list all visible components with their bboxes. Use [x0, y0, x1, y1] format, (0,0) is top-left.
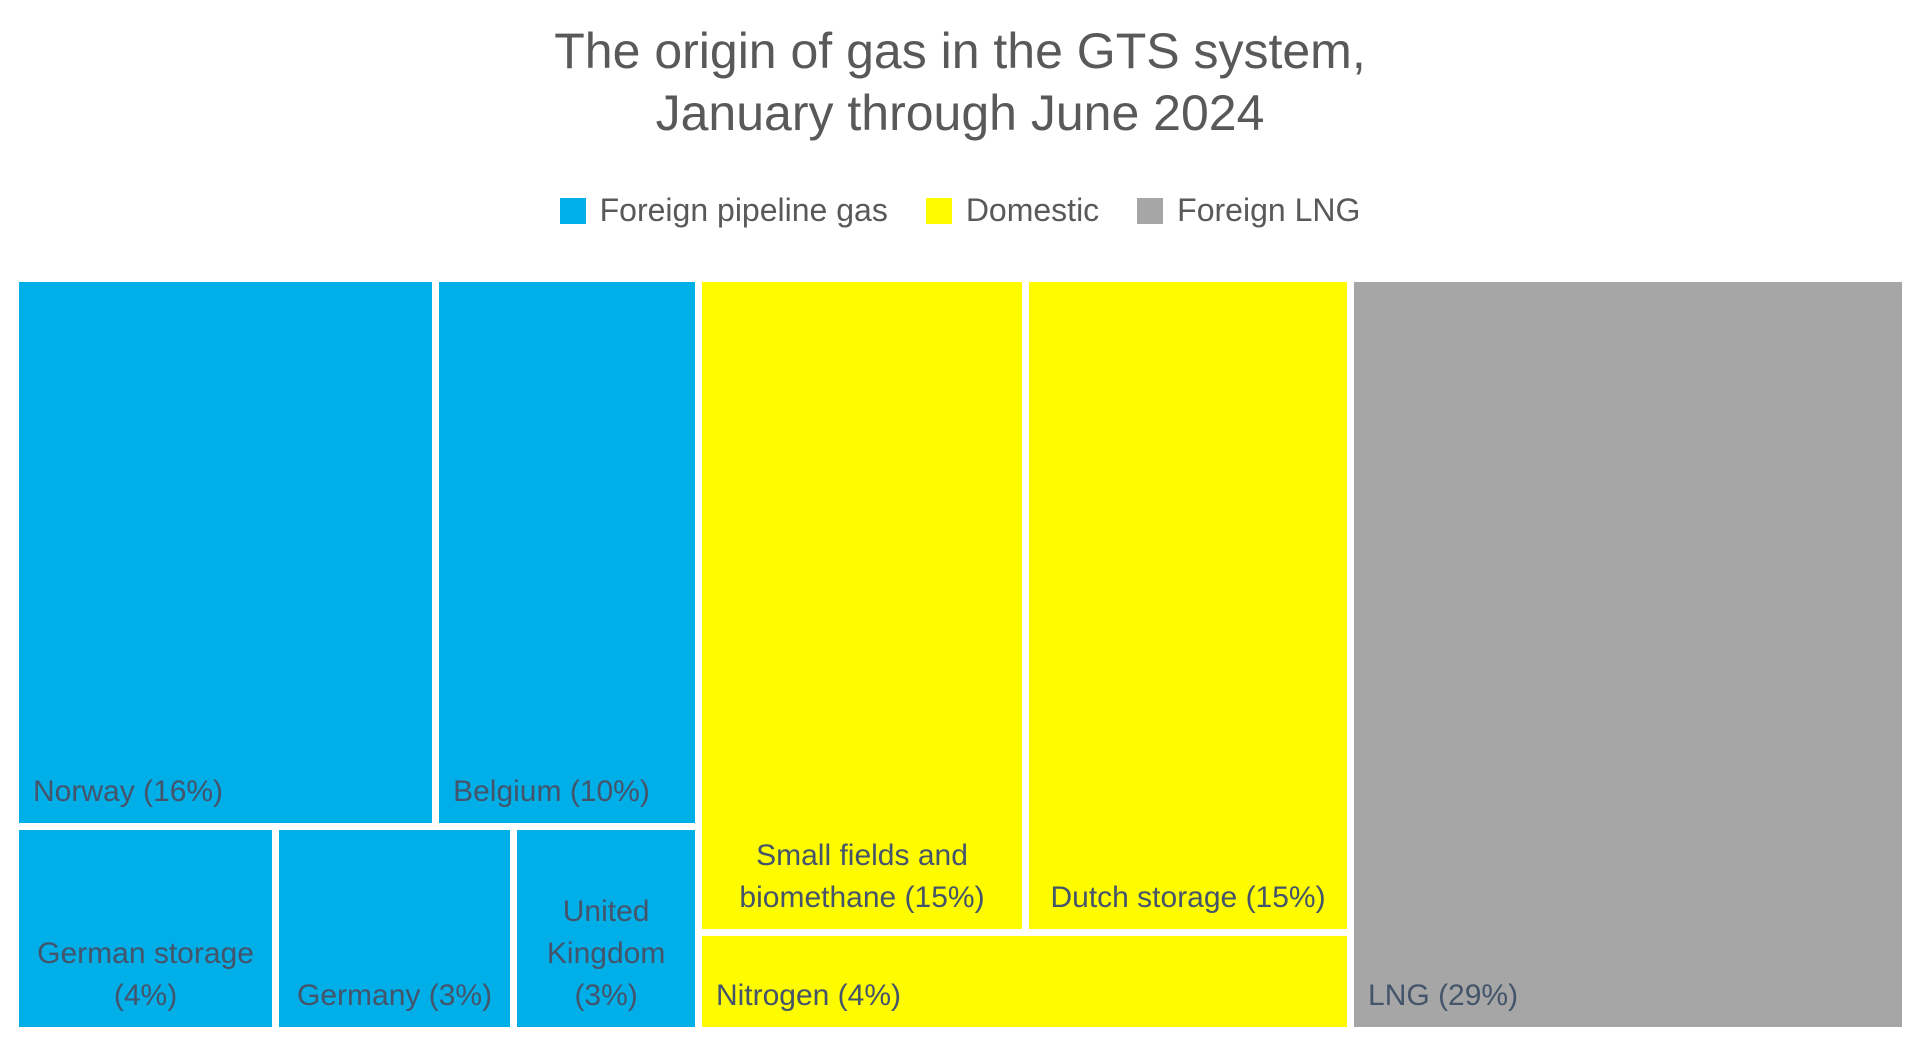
legend-swatch-icon — [559, 197, 586, 224]
chart-legend: Foreign pipeline gas Domestic Foreign LNG — [0, 192, 1920, 229]
tile-label: German storage — [37, 936, 254, 970]
tile-label: United — [562, 894, 650, 928]
legend-label: Domestic — [965, 192, 1100, 228]
chart-title: The origin of gas in the GTS system, Jan… — [0, 20, 1920, 144]
tile-label: Nitrogen (4%) — [715, 978, 902, 1012]
legend-item-domestic: Domestic — [925, 192, 1100, 229]
tile-label: Norway (16%) — [33, 775, 224, 809]
treemap-tile-norway: Norway (16%) — [19, 282, 432, 824]
tile-label: Small fields and — [756, 839, 968, 873]
treemap-tile-united-kingdom: United Kingdom (3%) — [517, 830, 696, 1027]
tile-label: Germany (3%) — [297, 978, 493, 1012]
legend-label: Foreign pipeline gas — [599, 192, 888, 228]
legend-label: Foreign LNG — [1177, 192, 1361, 228]
legend-item-foreign-lng: Foreign LNG — [1137, 192, 1360, 229]
treemap-plot-area: Norway (16%) Belgium (10%) German storage (… — [19, 282, 1902, 1027]
treemap-tile-german-storage: German storage (4%) — [19, 830, 273, 1027]
tile-label: (3%) — [574, 978, 638, 1012]
tile-label: Belgium (10%) — [453, 775, 650, 809]
tile-label: Kingdom — [546, 936, 666, 970]
treemap-tile-dutch-storage: Dutch storage (15%) — [1029, 282, 1348, 930]
treemap-tile-small-fields-and-biomethane: Small fields and biomethane (15%) — [701, 282, 1023, 930]
tile-label: Dutch storage (15%) — [1050, 881, 1326, 915]
treemap-tile-lng: LNG (29%) — [1354, 282, 1902, 1027]
chart-title-line2: January through June 2024 — [655, 85, 1265, 141]
treemap-tile-nitrogen: Nitrogen (4%) — [701, 936, 1348, 1027]
treemap-tile-germany: Germany (3%) — [279, 830, 511, 1027]
tile-label: LNG (29%) — [1368, 979, 1519, 1012]
legend-swatch-icon — [925, 197, 952, 224]
chart-title-line1: The origin of gas in the GTS system, — [554, 23, 1366, 79]
treemap-tile-belgium: Belgium (10%) — [439, 282, 696, 824]
tile-label: biomethane (15%) — [739, 881, 985, 915]
tile-label: (4%) — [113, 978, 178, 1012]
legend-item-foreign-pipeline-gas: Foreign pipeline gas — [559, 192, 888, 229]
legend-swatch-icon — [1137, 197, 1164, 224]
